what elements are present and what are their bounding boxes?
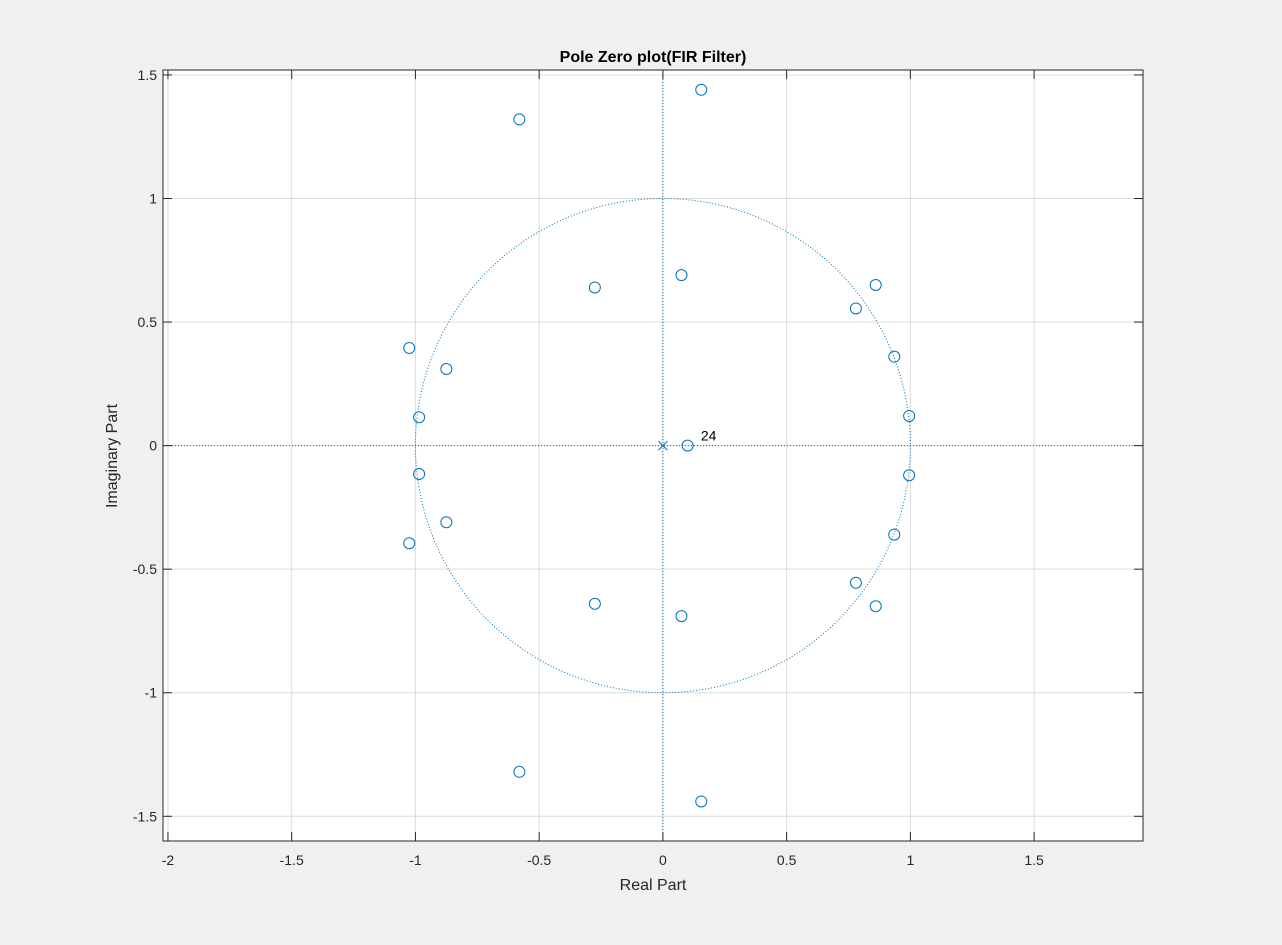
zero-marker [903,469,916,482]
plot-marks: 24 [403,83,916,808]
x-tick-label: 1.5 [1024,852,1044,868]
pole-marker [658,440,668,451]
zero-marker [513,113,526,126]
y-tick-label: 0 [149,438,157,454]
zero-marker [675,610,688,623]
zero-marker [588,281,601,294]
x-tick-label: 1 [906,852,914,868]
zero-marker [403,342,416,355]
zero-marker [903,409,916,422]
x-tick-label: -2 [162,852,175,868]
chart-title: Pole Zero plot(FIR Filter) [560,49,747,66]
zero-marker [403,537,416,550]
zero-marker [849,302,862,315]
zero-marker [869,600,882,613]
zero-marker [588,597,601,610]
zero-marker [440,516,453,529]
axes-box [162,69,1144,842]
pole-multiplicity-label: 24 [701,428,717,444]
axes-background [163,70,1143,841]
y-tick-label: -1.5 [133,808,157,824]
reference-lines [163,70,1143,841]
zero-marker [869,278,882,291]
y-tick-label: 0.5 [138,314,158,330]
x-tick-label: -1.5 [280,852,304,868]
y-tick-label: 1.5 [138,67,158,83]
zero-marker [681,439,694,452]
plot-area [163,70,1143,841]
zero-marker [849,576,862,589]
zero-marker [675,269,688,282]
x-axis-label: Real Part [620,877,687,894]
zero-marker [413,468,426,481]
zero-marker [888,350,901,363]
zero-marker [695,795,708,808]
x-tick-label: 0.5 [777,852,797,868]
grid-lines [163,70,1143,841]
zero-marker [695,83,708,96]
x-tick-label: 0 [659,852,667,868]
zero-marker [888,528,901,541]
y-tick-label: 1 [149,191,157,207]
axes-frame [162,69,1144,842]
y-axis-label: Imaginary Part [104,403,121,508]
y-tick-label: -0.5 [133,561,157,577]
x-tick-label: -0.5 [527,852,551,868]
zero-marker [440,363,453,376]
pole-marker-stroke [658,440,668,451]
zero-marker [413,411,426,424]
y-tick-label: -1 [145,685,158,701]
unit-circle [414,198,911,694]
axis-ticks [163,70,1143,841]
tick-labels: -2 -1.5 -1 -0.5 0 0.5 1 1.5 -1.5 -1 -0.5 0 0.5 1 1.5 [133,67,1044,868]
x-tick-label: -1 [409,852,422,868]
zero-marker [513,765,526,778]
